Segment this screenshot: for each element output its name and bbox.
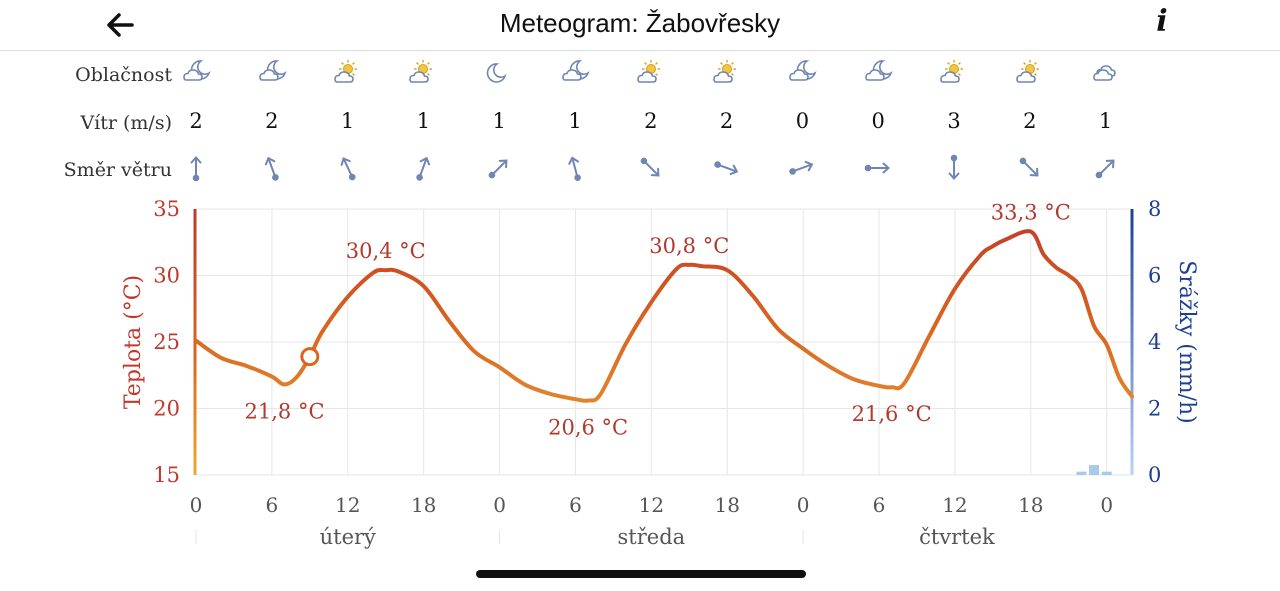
wind-direction-arrow-icon bbox=[772, 153, 832, 187]
temperature-annotation: 30,4 °C bbox=[346, 239, 426, 263]
wind-speed-value: 2 bbox=[189, 109, 203, 133]
wind-speed-value: 1 bbox=[416, 109, 431, 133]
temperature-tick-label: 20 bbox=[153, 397, 180, 421]
x-tick-label: 12 bbox=[335, 493, 360, 517]
x-tick-label: 6 bbox=[569, 493, 582, 517]
moon-icon bbox=[469, 58, 529, 90]
wind-direction-arrow-icon bbox=[469, 153, 529, 187]
sun-cloud-icon bbox=[318, 58, 378, 90]
page-title: Meteogram: Žabovřesky bbox=[499, 8, 781, 38]
top-bar: Meteogram: Žabovřesky i bbox=[0, 0, 1280, 51]
day-label: úterý bbox=[320, 525, 376, 549]
x-tick-label: 0 bbox=[1100, 493, 1113, 517]
arrow-left-icon bbox=[107, 13, 134, 37]
cloud-moon-icon bbox=[848, 58, 908, 90]
day-label: čtvrtek bbox=[919, 525, 995, 549]
wind-direction-arrow-icon bbox=[1076, 153, 1136, 187]
wind-direction-arrow-icon bbox=[545, 153, 605, 187]
cloudy-icon bbox=[1076, 58, 1136, 90]
wind-speed-value: 1 bbox=[568, 109, 582, 133]
x-tick-label: 18 bbox=[715, 493, 740, 517]
wind-direction-arrow-icon bbox=[318, 153, 378, 187]
sun-cloud-icon bbox=[697, 58, 757, 90]
wind-speed-value: 2 bbox=[1023, 109, 1037, 133]
wind-speed-value: 3 bbox=[947, 109, 961, 133]
direction-row-label: Směr větru bbox=[63, 159, 172, 181]
temperature-annotation: 33,3 °C bbox=[991, 201, 1071, 225]
x-tick-label: 6 bbox=[266, 493, 279, 517]
temperature-annotation: 20,6 °C bbox=[548, 416, 628, 440]
sun-cloud-icon bbox=[621, 58, 681, 90]
wind-direction-arrow-icon bbox=[393, 153, 453, 187]
sun-cloud-icon bbox=[1000, 58, 1060, 90]
wind-direction-arrow-icon bbox=[1000, 153, 1060, 187]
temperature-annotation: 30,8 °C bbox=[649, 234, 729, 258]
temperature-axis-title: Teplota (°C) bbox=[121, 275, 146, 409]
temperature-annotation: 21,6 °C bbox=[852, 402, 932, 426]
precipitation-tick-label: 4 bbox=[1148, 330, 1161, 354]
precipitation-tick-label: 0 bbox=[1148, 463, 1161, 487]
wind-direction-arrow-icon bbox=[621, 153, 681, 187]
precipitation-tick-label: 8 bbox=[1148, 197, 1161, 221]
back-button[interactable] bbox=[104, 8, 138, 42]
temperature-tick-label: 25 bbox=[153, 330, 180, 354]
sun-cloud-icon bbox=[393, 58, 453, 90]
x-tick-label: 0 bbox=[493, 493, 506, 517]
home-indicator bbox=[476, 570, 806, 578]
precipitation-bar bbox=[1089, 465, 1100, 475]
wind-speed-value: 1 bbox=[492, 109, 506, 133]
cursor-marker bbox=[300, 347, 320, 367]
cloud-row-label: Oblačnost bbox=[75, 64, 172, 86]
wind-direction-arrow-icon bbox=[697, 153, 757, 187]
x-tick-label: 0 bbox=[797, 493, 810, 517]
x-tick-label: 6 bbox=[873, 493, 886, 517]
cloud-moon-icon bbox=[545, 58, 605, 90]
wind-row-label: Vítr (m/s) bbox=[80, 112, 172, 134]
wind-speed-value: 2 bbox=[719, 109, 734, 133]
wind-speed-value: 0 bbox=[795, 109, 810, 133]
wind-speed-value: 2 bbox=[644, 109, 658, 133]
temperature-tick-label: 35 bbox=[153, 197, 180, 221]
temperature-annotation: 21,8 °C bbox=[245, 400, 325, 424]
x-tick-label: 18 bbox=[411, 493, 436, 517]
x-tick-label: 0 bbox=[190, 493, 203, 517]
cloud-moon-icon bbox=[772, 58, 832, 90]
wind-direction-arrow-icon bbox=[166, 153, 226, 187]
wind-direction-arrow-icon bbox=[848, 153, 908, 187]
cloud-moon-icon bbox=[242, 58, 302, 90]
temperature-tick-label: 30 bbox=[153, 264, 180, 288]
day-label: středa bbox=[618, 525, 686, 549]
wind-speed-value: 0 bbox=[871, 109, 885, 133]
temperature-line bbox=[194, 229, 1134, 403]
precipitation-bar bbox=[1101, 471, 1112, 475]
x-tick-label: 18 bbox=[1018, 493, 1043, 517]
precipitation-tick-label: 6 bbox=[1148, 264, 1161, 288]
precipitation-axis-title: Srážky (mm/h) bbox=[1174, 260, 1199, 424]
cloud-moon-icon bbox=[166, 58, 226, 90]
precipitation-tick-label: 2 bbox=[1148, 397, 1161, 421]
wind-speed-value: 1 bbox=[1098, 109, 1113, 133]
sun-cloud-icon bbox=[924, 58, 984, 90]
x-tick-label: 12 bbox=[639, 493, 664, 517]
wind-speed-value: 1 bbox=[340, 109, 355, 133]
wind-direction-arrow-icon bbox=[242, 153, 302, 187]
info-button[interactable]: i bbox=[1156, 4, 1168, 39]
x-tick-label: 12 bbox=[942, 493, 967, 517]
wind-direction-arrow-icon bbox=[924, 153, 984, 187]
precipitation-bar bbox=[1076, 471, 1087, 475]
wind-speed-value: 2 bbox=[265, 109, 279, 133]
temperature-tick-label: 15 bbox=[153, 463, 180, 487]
